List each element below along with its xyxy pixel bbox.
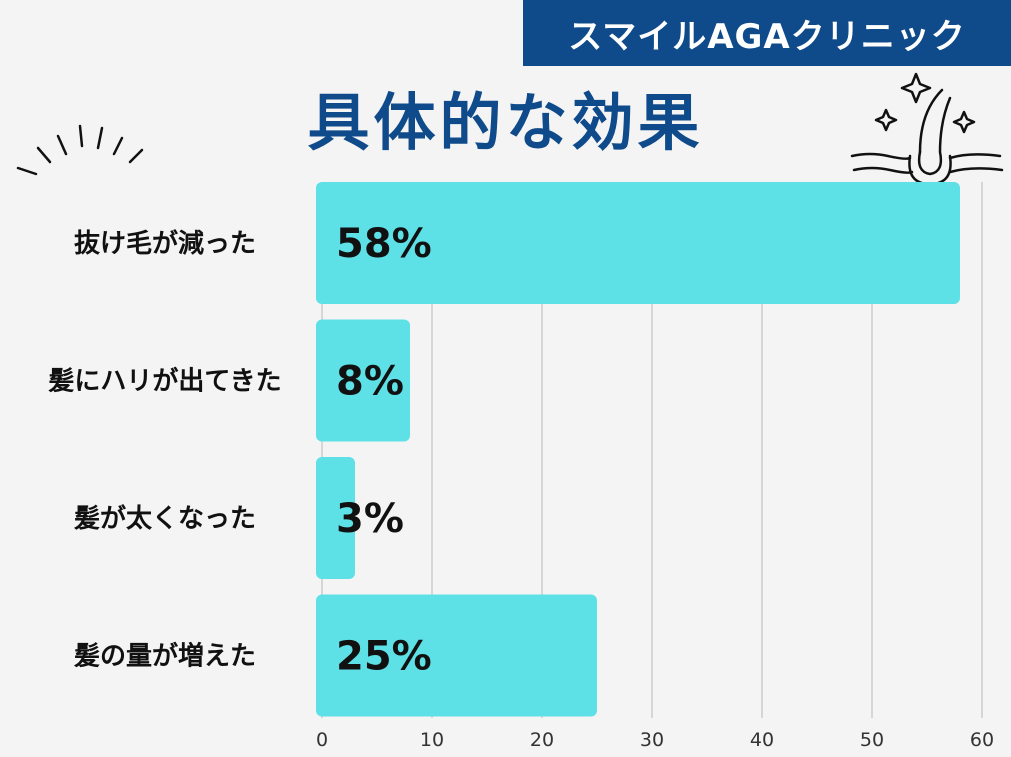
bar-value-label: 58% — [336, 221, 432, 267]
bar — [316, 594, 597, 717]
category-label: 抜け毛が減った — [74, 228, 256, 259]
category-label: 髪にハリが出てきた — [47, 366, 281, 397]
bar-value-label: 8% — [336, 359, 404, 405]
bar — [316, 319, 410, 442]
brand-name: スマイルAGAクリニック — [568, 16, 966, 57]
bar-value-label: 3% — [336, 496, 404, 542]
x-tick-label: 60 — [970, 729, 994, 751]
x-tick-label: 40 — [750, 729, 774, 751]
bar-value-label: 25% — [336, 634, 432, 680]
x-tick-label: 10 — [420, 729, 444, 751]
bar — [316, 182, 960, 304]
brand-banner: スマイルAGAクリニック — [523, 0, 1011, 66]
x-tick-label: 30 — [640, 729, 664, 751]
x-tick-label: 50 — [860, 729, 884, 751]
category-label: 髪が太くなった — [73, 503, 256, 534]
burst-lines-icon — [16, 124, 144, 176]
x-tick-label: 20 — [530, 729, 554, 751]
x-tick-label: 0 — [316, 729, 328, 751]
category-label: 髪の量が増えた — [73, 641, 256, 672]
chart-title: 具体的な効果 — [307, 86, 704, 159]
bar — [316, 457, 355, 579]
